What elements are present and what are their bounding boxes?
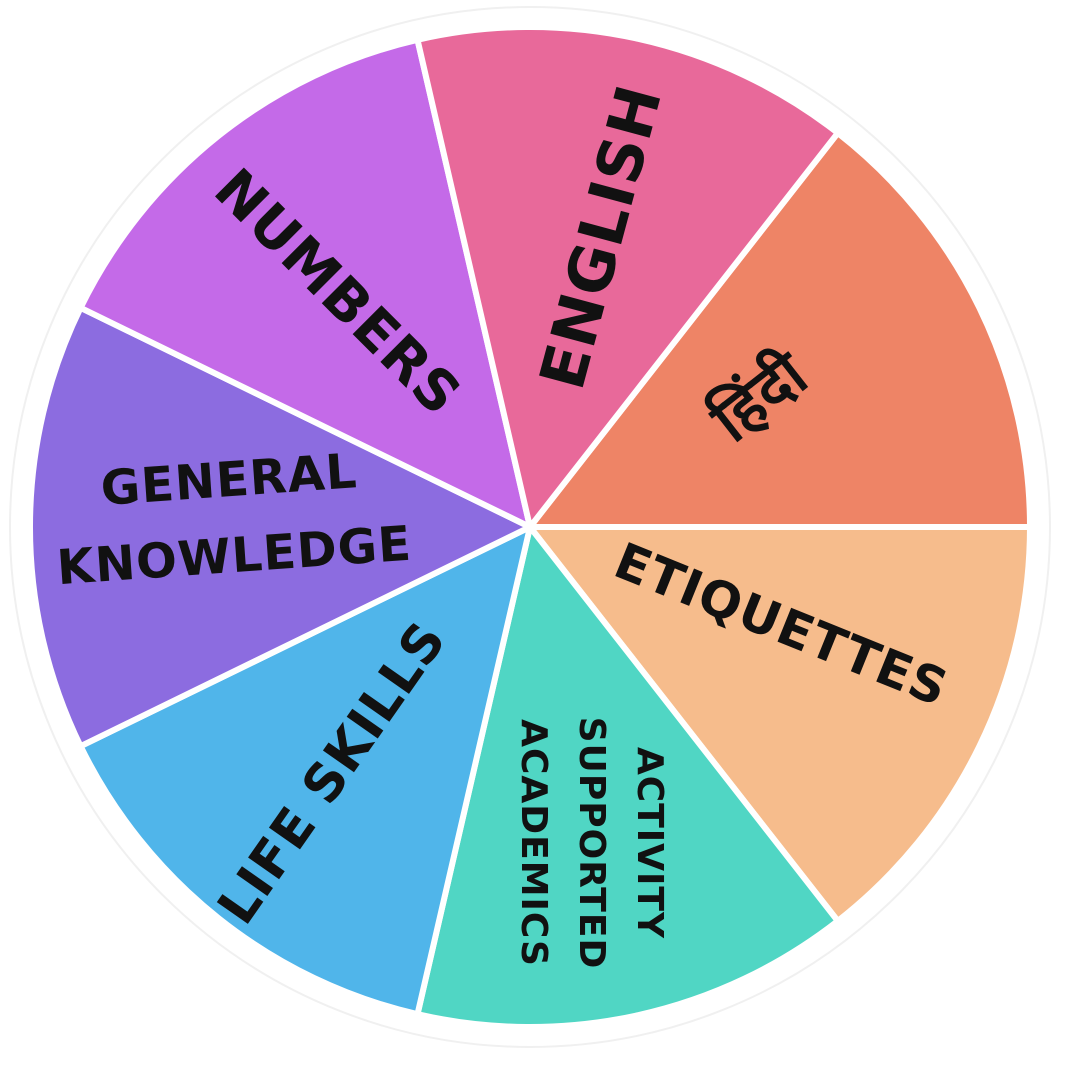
label-activity-group: ACTIVITY SUPPORTED ACADEMICS — [513, 717, 670, 970]
label-general-knowledge-group: GENERAL KNOWLEDGE — [55, 443, 414, 596]
segment-etiquettes[interactable] — [527, 524, 1033, 924]
segment-hindi[interactable] — [527, 130, 1033, 530]
label-activity-line-2: SUPPORTED — [571, 717, 612, 970]
segment-life-skills[interactable] — [77, 524, 533, 1018]
label-activity-line-3: ACADEMICS — [513, 719, 554, 967]
segment-numbers[interactable] — [77, 36, 533, 530]
segment-general-knowledge[interactable] — [27, 304, 533, 750]
segment-english[interactable] — [414, 23, 841, 530]
segment-activity-supported-academics[interactable] — [414, 524, 841, 1031]
label-activity-line-1: ACTIVITY — [629, 747, 670, 939]
